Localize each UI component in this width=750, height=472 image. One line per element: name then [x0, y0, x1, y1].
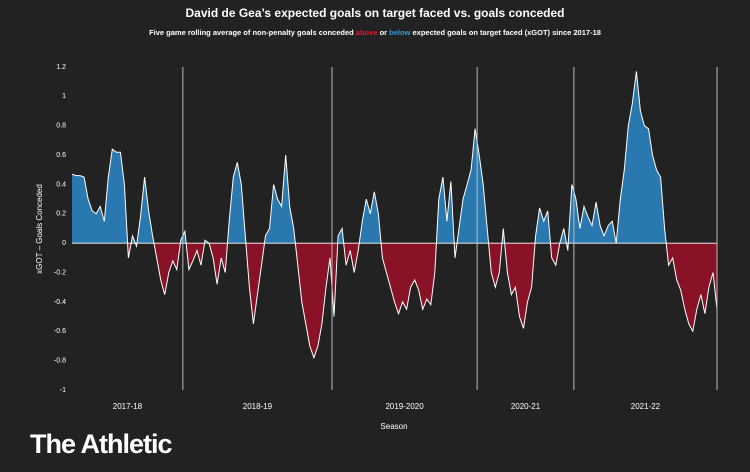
y-tick-label: 0 — [62, 240, 66, 247]
x-tick-label: 2021-22 — [631, 402, 661, 411]
chart-subtitle: Five game rolling average of non-penalty… — [149, 28, 601, 37]
x-tick-label: 2020-21 — [511, 402, 541, 411]
y-tick-label: -0.4 — [54, 299, 66, 306]
y-tick-label: -0.2 — [54, 269, 66, 276]
subtitle-part: or — [377, 28, 389, 37]
subtitle-below: below — [389, 28, 410, 37]
x-tick-label: 2019-2020 — [385, 402, 424, 411]
x-tick-label: 2018-19 — [243, 402, 273, 411]
y-tick-label: 0.2 — [56, 211, 66, 218]
subtitle-part: Five game rolling average of non-penalty… — [149, 28, 356, 37]
line — [71, 71, 718, 360]
subtitle-part: expected goals on target faced (xGOT) si… — [410, 28, 601, 37]
x-axis-label: Season — [380, 422, 407, 431]
y-tick-label: 1 — [62, 93, 66, 100]
y-axis-label: xGOT – Goals Conceded — [35, 184, 44, 274]
y-tick-label: 1.2 — [56, 64, 66, 71]
y-tick-label: 0.4 — [56, 181, 66, 188]
plot: 1.2 1 0.8 0.6 0.4 0.2 0 -0.2 -0.4 -0.6 -0.8 -1 2017-… — [54, 64, 718, 411]
logo: The Athletic — [30, 429, 172, 459]
subtitle-above: above — [356, 28, 378, 37]
y-tick-label: 0.8 — [56, 123, 66, 130]
y-tick-label: -0.6 — [54, 328, 66, 335]
y-tick-label: -1 — [60, 387, 66, 394]
y-tick-label: 0.6 — [56, 152, 66, 159]
x-tick-label: 2017-18 — [113, 402, 143, 411]
chart-title: David de Gea’s expected goals on target … — [185, 6, 564, 20]
y-tick-label: -0.8 — [54, 357, 66, 364]
